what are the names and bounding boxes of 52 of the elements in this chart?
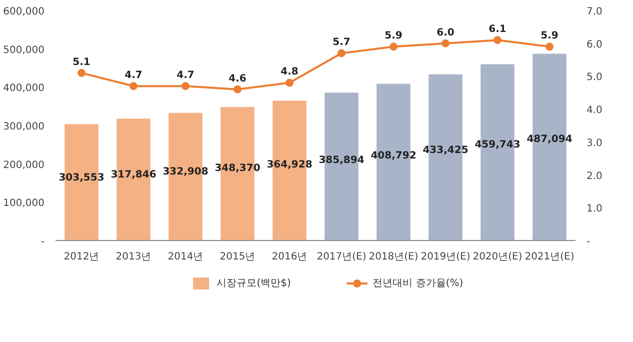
data-label: 4.8 (280, 66, 298, 78)
point (494, 36, 502, 44)
legend-label: 전년대비 증가율(%) (372, 278, 464, 289)
data-label: 5.9 (384, 30, 402, 42)
y-tick-label: 300,000 (3, 122, 45, 132)
point (182, 82, 190, 90)
point (546, 42, 554, 51)
x-tick-label: 2018년(E) (368, 252, 418, 262)
point (390, 42, 398, 51)
point (338, 49, 346, 58)
y-tick-label: 400,000 (3, 83, 45, 94)
point (130, 82, 138, 90)
x-tick-label: 2019년(E) (420, 252, 470, 262)
y2-tick-label: 7.0 (586, 6, 602, 18)
x-tick-label: 2016년 (272, 252, 308, 262)
data-label: 4.7 (124, 70, 142, 82)
data-label: 5.9 (540, 30, 558, 42)
data-label: 5.1 (72, 56, 90, 68)
x-tick-label: 2014년 (168, 252, 204, 262)
point (78, 68, 86, 77)
data-label: 459,743 (474, 140, 520, 151)
point (286, 78, 294, 87)
data-label: 6.0 (436, 27, 454, 38)
y2-tick-label: 5.0 (586, 72, 602, 84)
y-tick-label: 600,000 (3, 6, 45, 18)
data-label: 385,894 (318, 155, 364, 166)
legend-label: 시장규모(백만$) (216, 278, 291, 289)
y2-tick-label: - (586, 236, 590, 248)
y-tick-label: - (40, 236, 45, 248)
y2-tick-label: 2.0 (586, 170, 602, 182)
point (442, 39, 450, 48)
x-tick-label: 2020년(E) (472, 252, 522, 262)
data-label: 433,425 (422, 145, 468, 156)
y2-tick-label: 3.0 (586, 138, 602, 149)
y-tick-label: 100,000 (3, 198, 45, 210)
data-label: 487,094 (526, 134, 572, 145)
data-label: 4.6 (228, 73, 246, 84)
y-tick-label: 200,000 (3, 160, 45, 171)
data-label: 408,792 (370, 150, 416, 162)
x-tick-label: 2012년 (64, 252, 100, 262)
x-tick-label: 2021년(E) (524, 252, 574, 262)
y2-tick-label: 4.0 (586, 105, 602, 116)
x-tick-label: 2017년(E) (316, 252, 366, 262)
point (234, 85, 242, 94)
data-label: 5.7 (332, 37, 350, 48)
x-tick-label: 2013년 (116, 252, 152, 262)
data-label: 6.1 (488, 24, 506, 36)
data-label: 4.7 (176, 70, 194, 82)
y2-tick-label: 6.0 (586, 39, 602, 50)
x-tick-label: 2015년 (220, 252, 256, 262)
y-tick-label: 500,000 (3, 44, 45, 56)
y2-tick-label: 1.0 (586, 204, 602, 215)
